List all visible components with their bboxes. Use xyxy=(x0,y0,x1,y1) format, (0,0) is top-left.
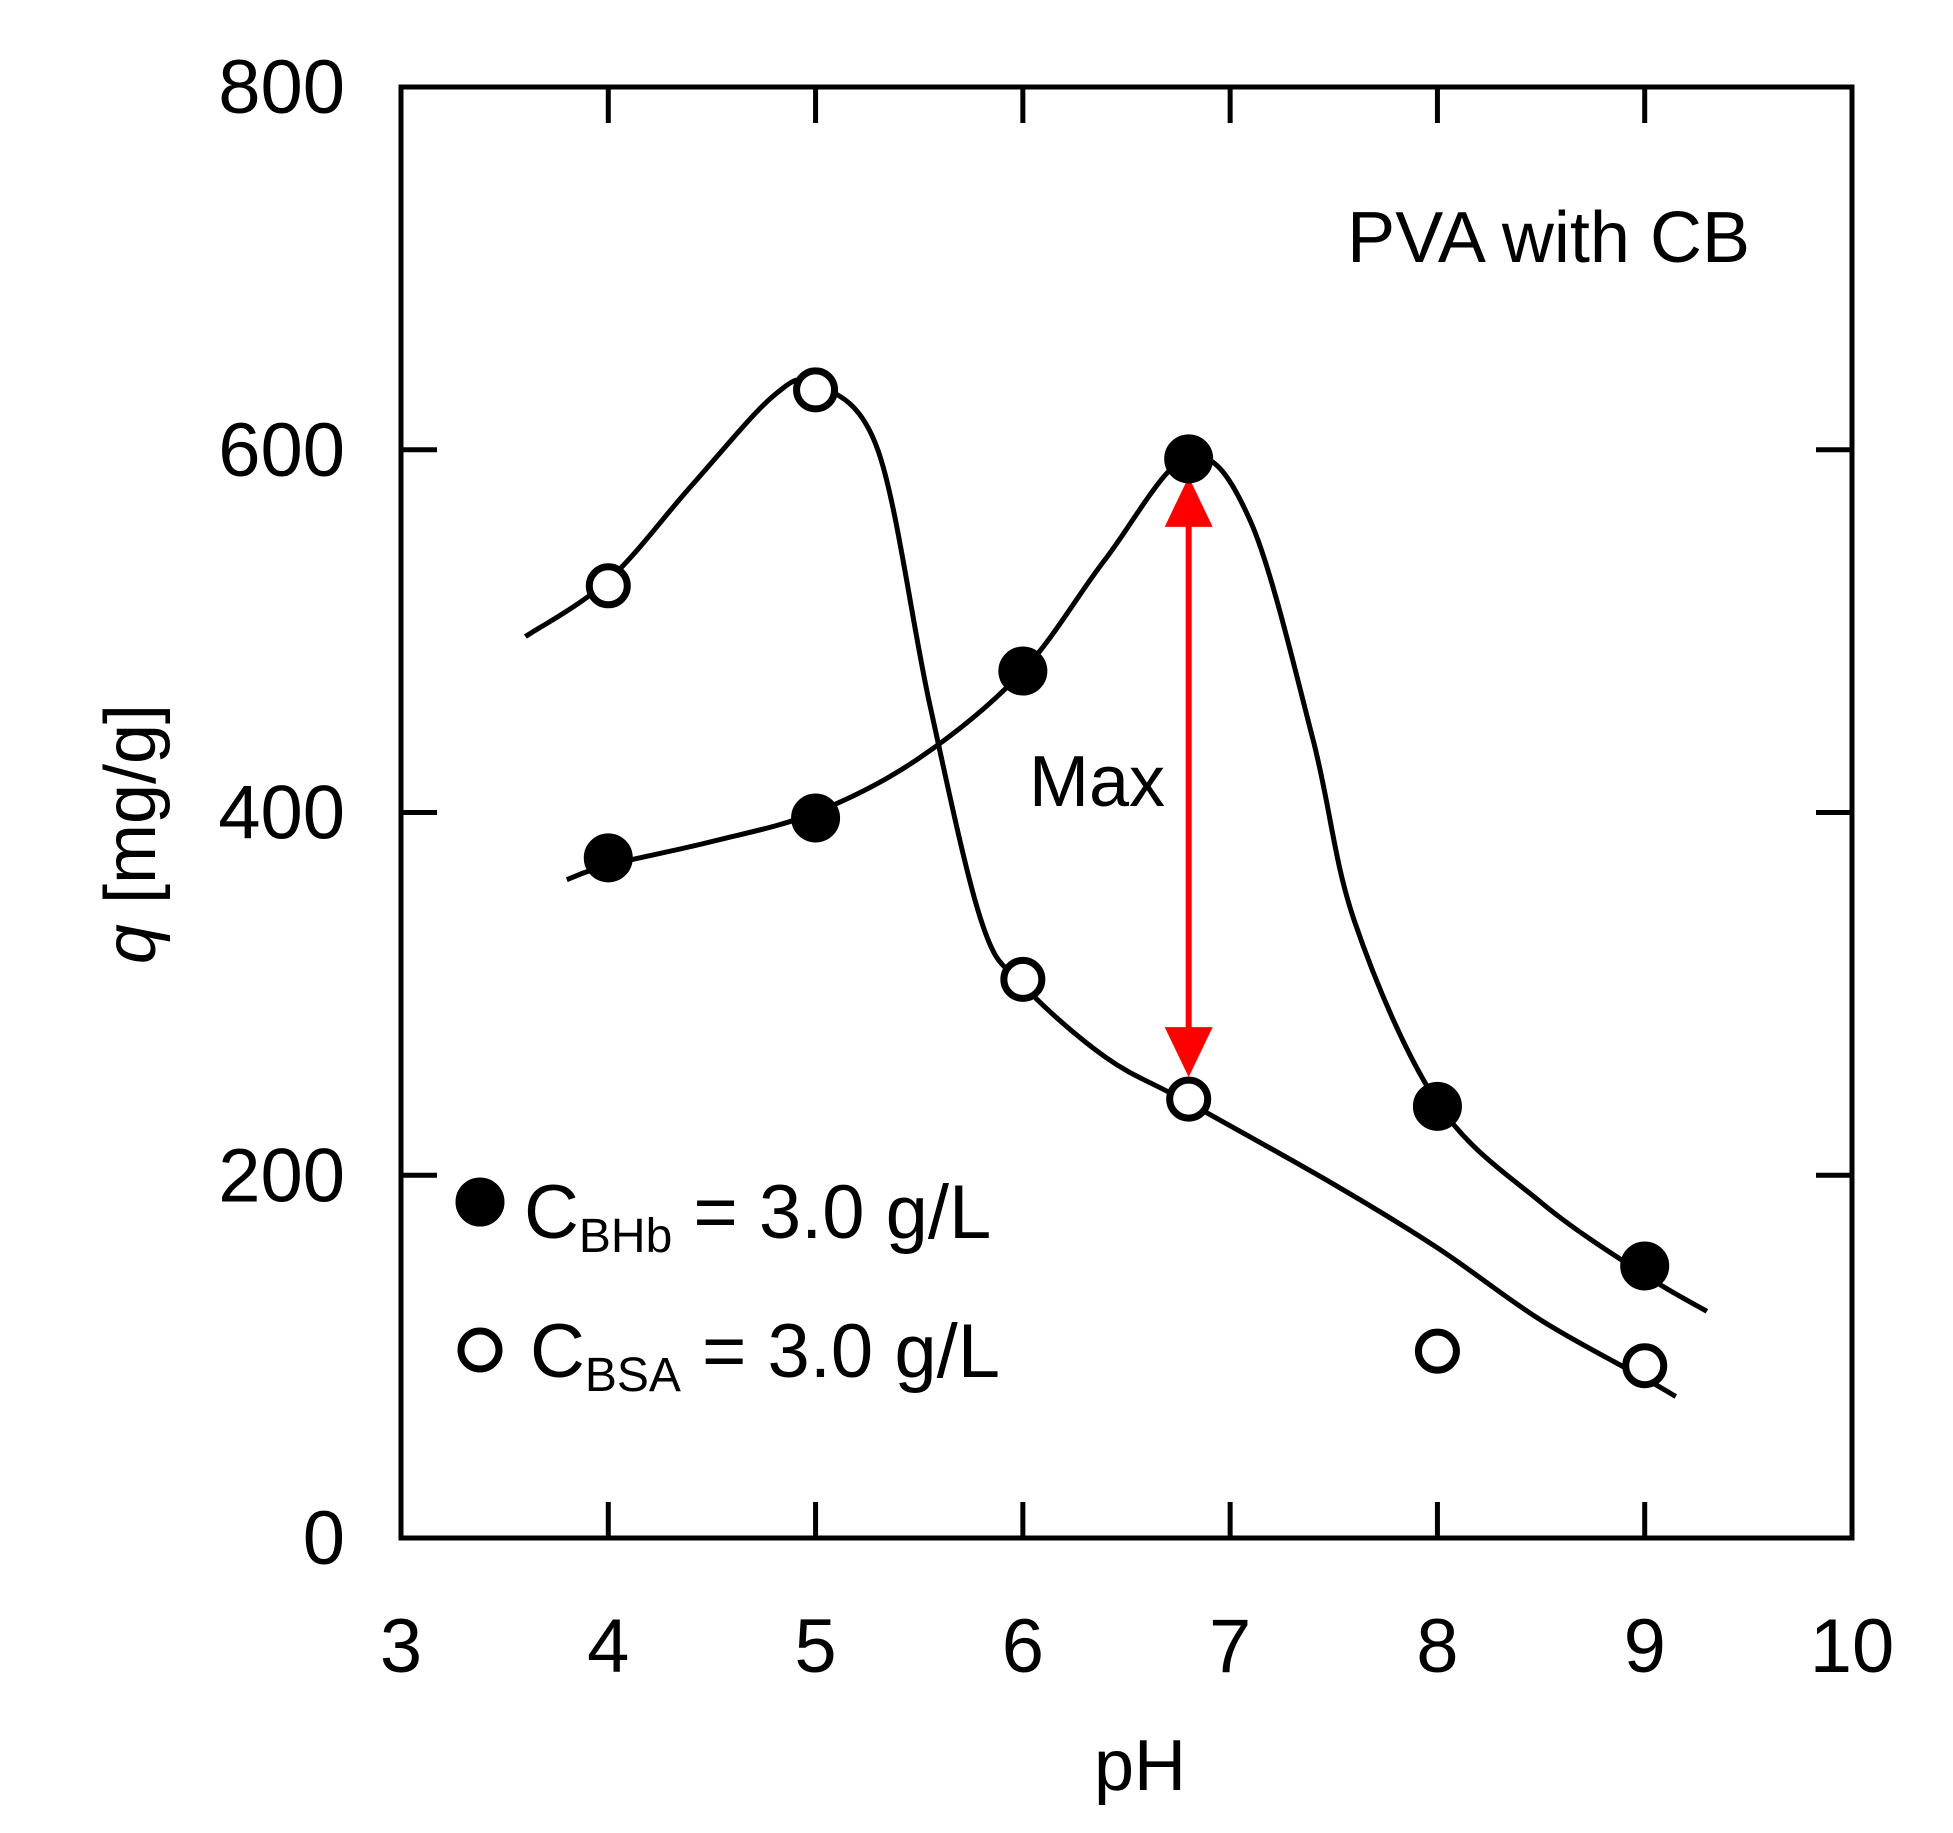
data-point-bsa xyxy=(1622,1343,1668,1389)
y-axis-title: q [mg/g] xyxy=(91,704,171,964)
x-tick-label: 6 xyxy=(1002,1604,1044,1689)
annotation-label: Max xyxy=(1029,742,1165,822)
x-tick-label: 4 xyxy=(587,1604,629,1689)
y-tick-label: 400 xyxy=(218,771,345,856)
data-point-bsa xyxy=(1166,1076,1212,1122)
data-point-bhb xyxy=(1164,434,1214,484)
data-point-bsa xyxy=(1000,956,1046,1002)
panel-label: PVA with CB xyxy=(1347,198,1750,278)
y-axis-title-unit: [mg/g] xyxy=(91,704,171,924)
arrow-head-up xyxy=(1164,476,1213,527)
x-tick-label: 8 xyxy=(1416,1604,1458,1689)
legend-bsa-main: C xyxy=(530,1309,585,1394)
legend-label-bsa: CBSA = 3.0 g/L xyxy=(530,1309,1000,1402)
data-point-bhb xyxy=(998,646,1048,696)
y-tick-label: 200 xyxy=(218,1133,345,1218)
legend-marker-bhb xyxy=(455,1177,505,1227)
fit-curve-bsa xyxy=(523,376,1678,1399)
y-tick-label: 600 xyxy=(218,408,345,493)
data-point-bsa xyxy=(585,563,631,609)
arrow-head-down xyxy=(1164,1027,1213,1078)
x-tick-label: 10 xyxy=(1810,1604,1895,1689)
legend-bhb-sub: BHb xyxy=(579,1210,672,1263)
max-annotation xyxy=(1164,476,1213,1078)
legend: CBHb = 3.0 g/L CBSA = 3.0 g/L xyxy=(455,1170,1000,1402)
y-tick-label: 0 xyxy=(303,1496,345,1581)
data-point-bsa xyxy=(1414,1328,1460,1374)
legend-label-bhb: CBHb = 3.0 g/L xyxy=(524,1170,991,1263)
data-point-bhb xyxy=(1620,1241,1670,1291)
x-tick-label: 7 xyxy=(1209,1604,1251,1689)
legend-bhb-rest: = 3.0 g/L xyxy=(672,1170,991,1255)
data-point-bhb xyxy=(1412,1081,1462,1131)
data-point-bsa xyxy=(793,367,839,413)
axis-ticks xyxy=(401,87,1852,1538)
legend-bhb-main: C xyxy=(524,1170,579,1255)
x-tick-label: 3 xyxy=(380,1604,422,1689)
data-points xyxy=(583,367,1670,1389)
y-tick-label: 800 xyxy=(218,45,345,130)
legend-bsa-sub: BSA xyxy=(585,1349,681,1402)
x-tick-label: 9 xyxy=(1624,1604,1666,1689)
legend-bsa-rest: = 3.0 g/L xyxy=(681,1309,1000,1394)
data-point-bhb xyxy=(583,833,633,883)
y-axis-title-italic: q xyxy=(91,924,171,964)
x-axis-title: pH xyxy=(1094,1726,1186,1806)
data-point-bhb xyxy=(791,793,841,843)
legend-marker-bsa xyxy=(457,1327,503,1373)
x-tick-label: 5 xyxy=(794,1604,836,1689)
tick-labels: 3 4 5 6 7 8 9 10 0 200 400 600 800 xyxy=(218,45,1894,1689)
